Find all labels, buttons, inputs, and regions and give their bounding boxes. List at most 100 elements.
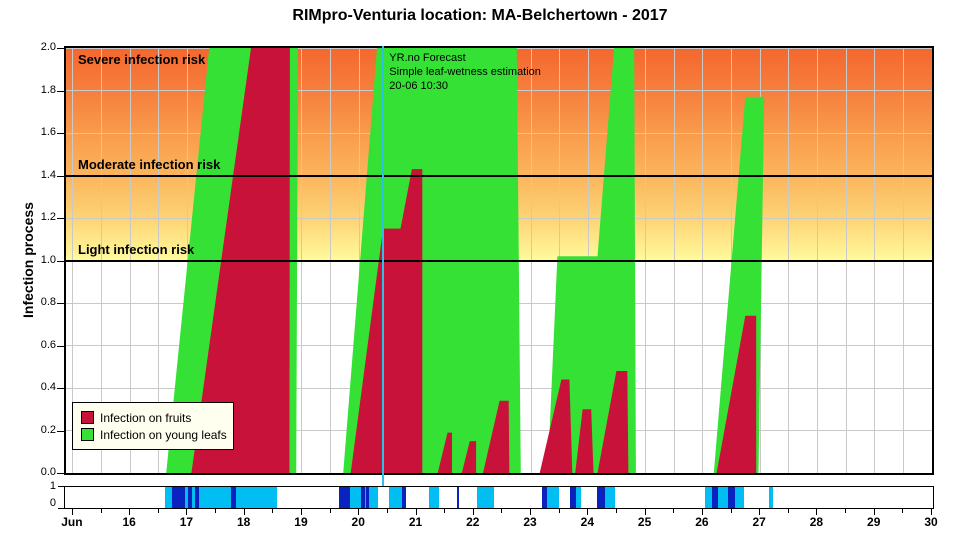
- y-tick-mark: [57, 218, 64, 219]
- plot-area: Severe infection risk Moderate infection…: [64, 46, 934, 475]
- rain-bar: [711, 487, 718, 508]
- x-tick-mark: [902, 509, 904, 513]
- rain-bar: [541, 487, 547, 508]
- x-tick-mark: [730, 509, 732, 513]
- x-tick-label: 18: [237, 515, 251, 529]
- rain-bar: [172, 487, 186, 508]
- leaf-wetness-bar: [717, 487, 728, 508]
- severe-risk-label: Severe infection risk: [78, 52, 206, 67]
- wetness-tick-mark: [58, 508, 64, 509]
- moderate-risk-line: [66, 174, 932, 177]
- legend-item-fruits: Infection on fruits: [81, 409, 225, 426]
- leaf-wetness-bar: [704, 487, 712, 508]
- y-tick-mark: [57, 133, 64, 134]
- Infection-on-fruits-area: [575, 409, 594, 473]
- leaf-wetness-bar: [350, 487, 362, 508]
- x-tick-mark: [157, 509, 159, 513]
- y-tick-mark: [57, 90, 64, 92]
- forecast-method: Simple leaf-wetness estimation: [389, 66, 541, 78]
- legend-label: Infection on fruits: [100, 410, 192, 425]
- y-tick-label: 0.6: [40, 338, 56, 351]
- x-tick-mark: [300, 509, 302, 515]
- Infection-on-fruits-area: [461, 441, 477, 473]
- x-tick-mark: [415, 509, 417, 515]
- rain-bar: [339, 487, 351, 508]
- x-tick-mark: [186, 509, 188, 515]
- leaf-wetness-bar: [199, 487, 232, 508]
- leaf-wetness-bar: [576, 487, 582, 508]
- rain-bar: [195, 487, 199, 508]
- x-tick-mark: [358, 509, 360, 515]
- x-tick-label: 20: [351, 515, 365, 529]
- x-tick-mark: [873, 509, 875, 515]
- y-tick-mark: [57, 345, 64, 347]
- light-risk-line: [66, 259, 932, 262]
- y-tick-mark: [57, 175, 64, 177]
- x-tick-mark: [845, 509, 847, 513]
- x-tick-mark: [100, 509, 102, 513]
- x-tick-mark: [673, 509, 675, 513]
- moderate-risk-label: Moderate infection risk: [78, 156, 221, 172]
- x-tick-mark: [615, 509, 617, 513]
- x-tick-mark: [530, 509, 532, 515]
- x-tick-label: 27: [752, 515, 766, 529]
- leaf-wetness-bar: [192, 487, 195, 508]
- x-tick-label: 17: [179, 515, 194, 529]
- x-tick-label: 28: [809, 515, 824, 529]
- y-tick-mark: [57, 473, 64, 474]
- x-tick-mark: [444, 509, 446, 513]
- x-tick-mark: [931, 509, 932, 515]
- wetness-axis-bottom-label: 0: [49, 497, 56, 509]
- Infection-on-fruits-area: [350, 169, 423, 473]
- rain-bar: [402, 487, 407, 508]
- y-tick-label: 1.2: [40, 211, 56, 223]
- x-tick-mark: [701, 509, 703, 515]
- x-tick-label: 22: [466, 515, 480, 529]
- leaf-wetness-bar: [734, 487, 745, 508]
- x-tick-label: 23: [523, 515, 537, 529]
- rain-bar: [188, 487, 193, 508]
- forecast-source: YR.no Forecast: [389, 52, 466, 64]
- x-tick-label: 30: [924, 515, 938, 529]
- wetness-tick-mark: [58, 486, 64, 487]
- y-tick-label: 1.8: [40, 83, 56, 96]
- chart-title: RIMpro-Venturia location: MA-Belchertown…: [292, 7, 668, 24]
- wetness-axis-top-label: 1: [49, 480, 56, 492]
- rain-bar: [569, 487, 577, 508]
- leaf-wetness-bar: [389, 487, 403, 508]
- x-tick-label: 19: [294, 515, 308, 529]
- forecast-datetime: 20-06 10:30: [389, 80, 449, 92]
- x-tick-mark: [129, 509, 131, 515]
- Infection-on-fruits-area: [539, 379, 573, 473]
- young-leaf-swatch: [81, 428, 94, 441]
- x-tick-mark: [587, 509, 589, 515]
- light-risk-label: Light infection risk: [78, 241, 195, 257]
- rain-bar: [361, 487, 365, 508]
- leaf-wetness-bar: [476, 487, 494, 508]
- y-tick-mark: [57, 388, 64, 389]
- x-tick-mark: [71, 509, 73, 515]
- leaf-wetness-bar: [236, 487, 277, 508]
- x-tick-mark: [644, 509, 646, 515]
- y-tick-mark: [57, 303, 64, 304]
- x-tick-mark: [501, 509, 503, 513]
- y-tick-label: 1.6: [40, 126, 56, 138]
- y-tick-mark: [57, 260, 64, 262]
- x-tick-mark: [386, 509, 388, 513]
- x-tick-mark: [215, 509, 217, 513]
- legend-item-young-leafs: Infection on young leafs: [81, 426, 227, 443]
- x-tick-mark: [558, 509, 560, 513]
- x-tick-label: 29: [867, 515, 881, 529]
- rain-bar: [366, 487, 370, 508]
- leaf-wetness-bar: [369, 487, 379, 508]
- Infection-on-fruits-area: [597, 371, 629, 473]
- leaf-wetness-bar: [364, 487, 367, 508]
- x-tick-label: 25: [637, 515, 652, 529]
- x-tick-label: Jun: [61, 515, 83, 529]
- y-tick-label: 1.0: [40, 253, 56, 266]
- y-tick-mark: [57, 48, 64, 49]
- y-tick-label: 0.0: [40, 466, 56, 478]
- y-tick-label: 0.2: [40, 423, 56, 436]
- y-tick-label: 0.8: [40, 296, 56, 308]
